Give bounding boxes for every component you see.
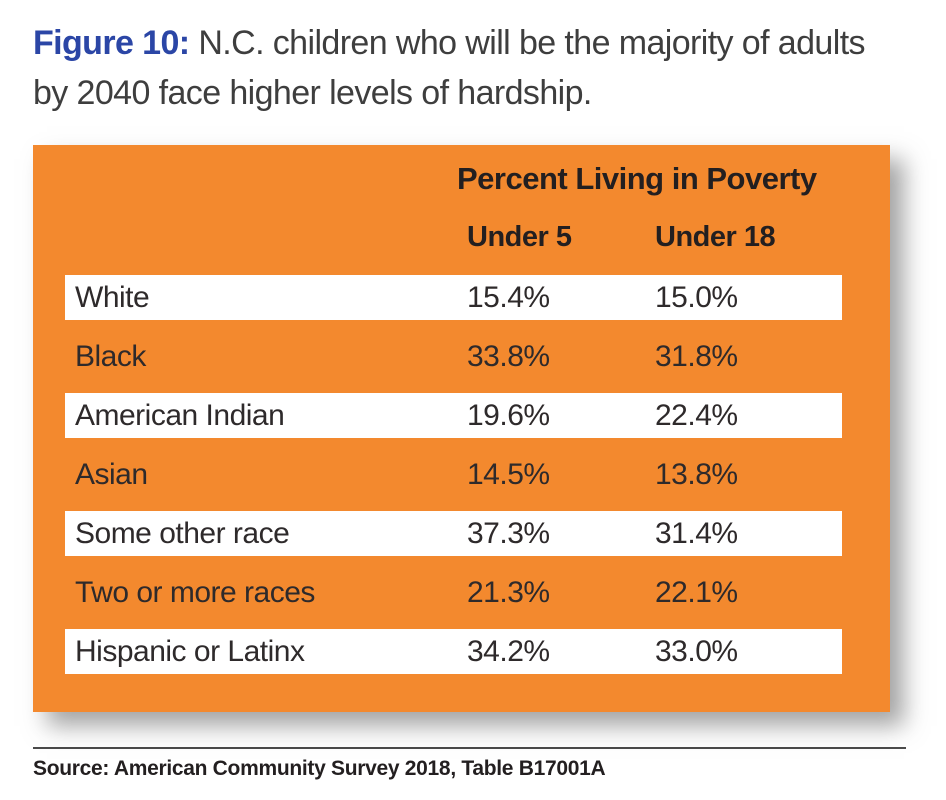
row-label: Hispanic or Latinx bbox=[75, 634, 305, 668]
row-value-under-18: 33.0% bbox=[655, 634, 738, 668]
row-value-under-5: 37.3% bbox=[467, 516, 550, 550]
table-row: Hispanic or Latinx 34.2% 33.0% bbox=[65, 629, 842, 674]
row-value-under-18: 31.8% bbox=[655, 339, 738, 373]
figure-number-label: Figure 10: bbox=[33, 24, 190, 62]
row-label: White bbox=[75, 280, 150, 314]
row-label: Black bbox=[75, 339, 146, 373]
source-divider bbox=[33, 747, 906, 749]
table-rows: White 15.4% 15.0% Black 33.8% 31.8% Amer… bbox=[65, 275, 842, 688]
figure-title: Figure 10: N.C. children who will be the… bbox=[33, 18, 905, 118]
poverty-table-panel: Percent Living in Poverty Under 5 Under … bbox=[33, 145, 890, 712]
table-row: American Indian 19.6% 22.4% bbox=[65, 393, 842, 438]
row-value-under-18: 22.1% bbox=[655, 575, 738, 609]
figure-title-text: N.C. children who will be the majority o… bbox=[33, 24, 866, 112]
row-value-under-18: 15.0% bbox=[655, 280, 738, 314]
source-citation: Source: American Community Survey 2018, … bbox=[33, 757, 606, 780]
row-label: American Indian bbox=[75, 398, 285, 432]
row-value-under-5: 15.4% bbox=[467, 280, 550, 314]
row-value-under-18: 13.8% bbox=[655, 457, 738, 491]
table-row: Black 33.8% 31.8% bbox=[65, 334, 842, 379]
row-label: Asian bbox=[75, 457, 148, 491]
row-value-under-5: 34.2% bbox=[467, 634, 550, 668]
table-row: Asian 14.5% 13.8% bbox=[65, 452, 842, 497]
table-row: Two or more races 21.3% 22.1% bbox=[65, 570, 842, 615]
row-value-under-5: 33.8% bbox=[467, 339, 550, 373]
table-row: White 15.4% 15.0% bbox=[65, 275, 842, 320]
column-header-under-5: Under 5 bbox=[467, 221, 572, 253]
row-label: Some other race bbox=[75, 516, 290, 550]
row-value-under-5: 19.6% bbox=[467, 398, 550, 432]
row-value-under-5: 21.3% bbox=[467, 575, 550, 609]
row-value-under-18: 22.4% bbox=[655, 398, 738, 432]
column-header-under-18: Under 18 bbox=[655, 221, 776, 253]
table-group-header: Percent Living in Poverty bbox=[457, 161, 817, 196]
table-row: Some other race 37.3% 31.4% bbox=[65, 511, 842, 556]
row-value-under-5: 14.5% bbox=[467, 457, 550, 491]
row-label: Two or more races bbox=[75, 575, 315, 609]
row-value-under-18: 31.4% bbox=[655, 516, 738, 550]
